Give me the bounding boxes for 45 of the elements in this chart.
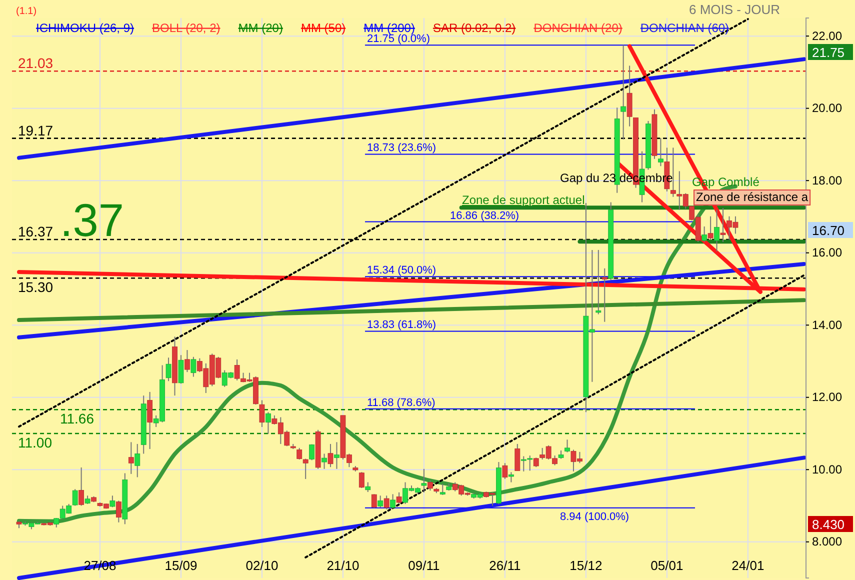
annotation: MM (200) bbox=[364, 21, 415, 35]
y-tick-label: 10.00 bbox=[812, 462, 842, 476]
text: 21.75 bbox=[812, 45, 845, 60]
y-tick-label: 8.000 bbox=[812, 534, 842, 549]
y-tick-label: 12.00 bbox=[812, 390, 842, 404]
annotation: DONCHIAN (60) bbox=[640, 21, 730, 35]
ref-line-label: 16.86 (38.2%) bbox=[450, 210, 520, 222]
y-tick-label: 16.00 bbox=[812, 246, 842, 260]
y-tick-label: 14.00 bbox=[812, 318, 842, 332]
annotation: Zone de résistance a bbox=[696, 190, 808, 204]
x-tick-label: 15/09 bbox=[164, 558, 198, 574]
ref-line-label: 21.75 (0.0%) bbox=[367, 33, 430, 46]
text: (1.1) bbox=[16, 6, 37, 17]
text: 8.430 bbox=[812, 517, 845, 532]
ref-line-label: 11.66 bbox=[60, 410, 94, 427]
ref-line-label: 8.94 (100.0%) bbox=[560, 510, 630, 523]
x-tick-label: 15/12 bbox=[570, 558, 602, 574]
ref-line-label: 16.37 bbox=[18, 223, 54, 240]
annotation: MM (20) bbox=[238, 21, 283, 35]
annotation: BOLL (20, 2) bbox=[152, 21, 220, 35]
y-tick-label: 20.00 bbox=[812, 101, 842, 116]
ref-line-label: 11.00 bbox=[18, 434, 52, 450]
ref-line-label: 13.83 (61.8%) bbox=[367, 319, 436, 332]
x-tick-label: 05/01 bbox=[650, 558, 684, 574]
ref-line-label: 18.73 (23.6%) bbox=[367, 142, 436, 154]
ref-line-label: 11.68 (78.6%) bbox=[367, 396, 436, 409]
ref-line-label: 21.03 bbox=[18, 55, 54, 72]
x-tick-label: 02/10 bbox=[246, 558, 278, 574]
annotation: .37 bbox=[60, 194, 124, 246]
annotation: Zone de support actuel bbox=[462, 193, 585, 207]
annotation: MM (50) bbox=[300, 21, 346, 35]
y-tick-label: 22.00 bbox=[812, 28, 842, 43]
x-tick-label: 21/10 bbox=[326, 558, 360, 574]
ref-line-label: 15.30 bbox=[18, 279, 54, 296]
chart-subtitle: 6 MOIS - JOUR bbox=[688, 2, 780, 17]
x-tick-label: 24/01 bbox=[732, 558, 764, 574]
annotation: SAR (0.02, 0.2) bbox=[432, 21, 516, 35]
x-tick-label: 26/11 bbox=[489, 558, 521, 574]
ref-line-label: 19.17 bbox=[18, 122, 54, 138]
x-tick-label: 09/11 bbox=[408, 558, 440, 574]
ref-line-label: 15.34 (50.0%) bbox=[367, 264, 436, 277]
annotation: ICHIMOKU (26, 9) bbox=[36, 21, 134, 35]
text: 16.70 bbox=[812, 223, 845, 238]
y-tick-label: 18.00 bbox=[812, 173, 842, 188]
annotation: DONCHIAN (20) bbox=[534, 21, 622, 35]
